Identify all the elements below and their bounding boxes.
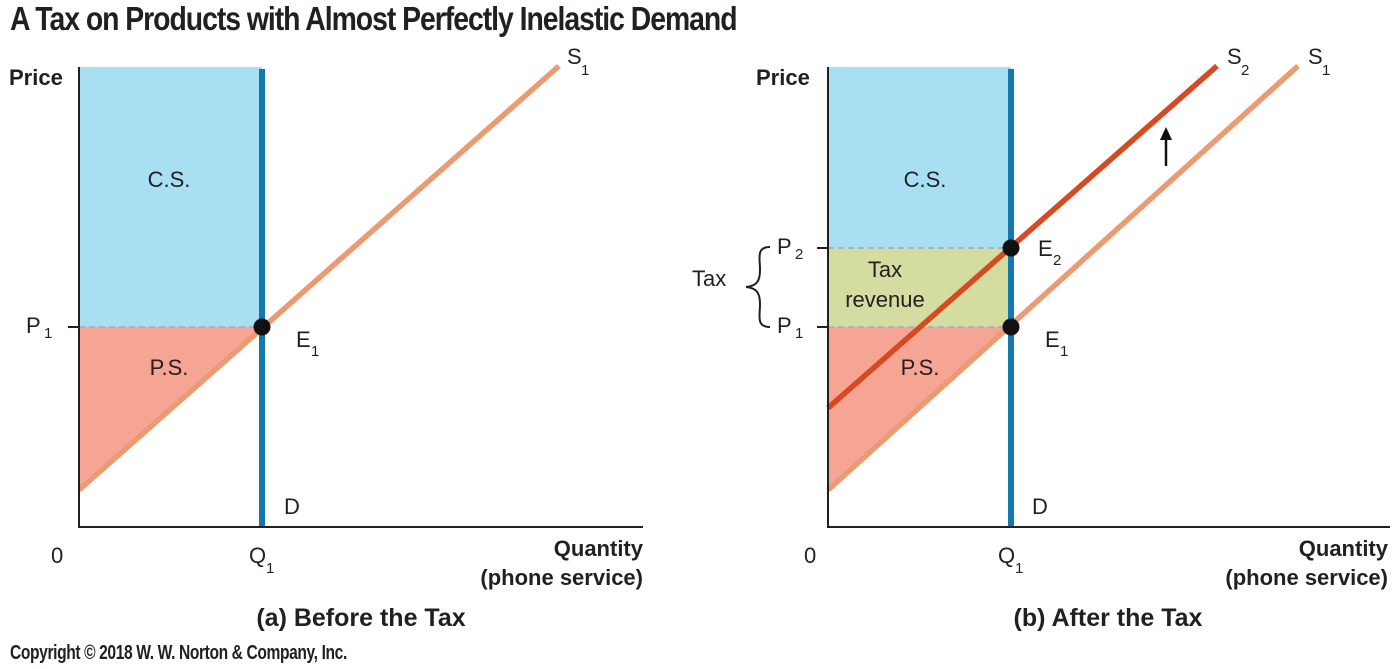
supply-curve-s1 [826, 63, 1300, 493]
axes [827, 67, 1390, 528]
x-axis-label-line1: Quantity [1299, 536, 1389, 561]
price-p1-label: P [26, 313, 41, 338]
consumer-surplus-area [79, 67, 262, 327]
panel-b: Price C.S. Tax revenue P.S. P 2 P 1 Tax … [692, 44, 1390, 632]
copyright-notice: Copyright © 2018 W. W. Norton & Company,… [10, 642, 347, 664]
price-p1-subscript: 1 [44, 325, 52, 342]
eq-e1-label: E [296, 327, 311, 352]
origin-label: 0 [804, 543, 816, 568]
supply-s1-label: S [1308, 44, 1323, 69]
x-axis-label-line1: Quantity [554, 536, 644, 561]
supply-s1-label: S [567, 44, 582, 69]
axes [78, 67, 643, 528]
shift-arrowhead-icon [1160, 127, 1172, 140]
supply-s1-subscript: 1 [1322, 62, 1330, 79]
demand-label: D [1032, 494, 1048, 519]
price-p1-label: P [777, 313, 792, 338]
tax-revenue-area [828, 248, 1011, 327]
cs-label: C.S. [148, 167, 191, 192]
equilibrium-point-e1 [253, 318, 271, 336]
price-p1-subscript: 1 [795, 325, 803, 342]
origin-label: 0 [51, 543, 63, 568]
price-p2-label: P [777, 234, 792, 259]
eq-e1-subscript: 1 [1060, 343, 1068, 360]
y-axis-label: Price [9, 65, 63, 90]
tax-brace-icon [745, 246, 771, 328]
tax-revenue-label-line2: revenue [845, 287, 925, 312]
consumer-surplus-area [828, 67, 1011, 248]
eq-e1-subscript: 1 [311, 343, 319, 360]
q1-subscript: 1 [266, 560, 274, 577]
x-axis-label-line2: (phone service) [1225, 565, 1388, 590]
price-p2-subscript: 2 [795, 246, 803, 263]
equilibrium-point-e1 [1002, 318, 1020, 336]
q1-label: Q [998, 543, 1015, 568]
tax-revenue-label-line1: Tax [868, 257, 902, 282]
q1-subscript: 1 [1015, 560, 1023, 577]
panel-a-caption: (a) Before the Tax [256, 604, 465, 632]
supply-s2-label: S [1227, 44, 1242, 69]
q1-label: Q [249, 543, 266, 568]
eq-e2-subscript: 2 [1053, 252, 1061, 269]
tax-label: Tax [692, 266, 726, 291]
panel-a: Price C.S. P.S. P 1 E 1 S 1 D 0 Q 1 Quan… [9, 44, 644, 632]
x-axis-label-line2: (phone service) [480, 565, 643, 590]
supply-curve-s1 [77, 63, 561, 493]
demand-label: D [284, 494, 300, 519]
tax-diagram: Price C.S. P.S. P 1 E 1 S 1 D 0 Q 1 Quan… [9, 44, 1390, 632]
page-title: A Tax on Products with Almost Perfectly … [10, 0, 738, 37]
equilibrium-point-e2 [1002, 239, 1020, 257]
supply-curve-s2 [826, 63, 1219, 411]
ps-label: P.S. [901, 355, 940, 380]
ps-label: P.S. [150, 355, 189, 380]
y-axis-label: Price [756, 65, 810, 90]
eq-e1-label: E [1045, 327, 1060, 352]
supply-s1-subscript: 1 [581, 62, 589, 79]
eq-e2-label: E [1038, 236, 1053, 261]
supply-s2-subscript: 2 [1241, 62, 1249, 79]
panel-b-caption: (b) After the Tax [1014, 604, 1203, 632]
cs-label: C.S. [904, 167, 947, 192]
